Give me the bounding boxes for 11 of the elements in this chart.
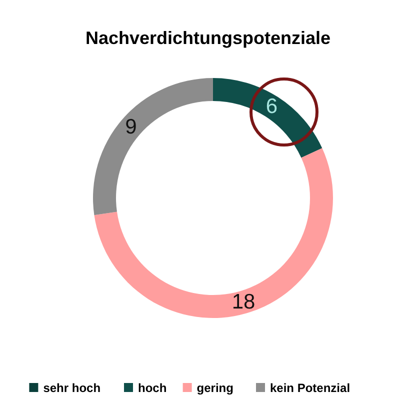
chart-title: Nachverdichtungspotenziale [85, 28, 331, 48]
legend-label: hoch [138, 381, 167, 395]
data-label: 9 [125, 115, 137, 138]
legend-label: sehr hoch [43, 381, 101, 395]
legend-label: gering [196, 381, 234, 395]
donut-slice [93, 78, 213, 216]
data-label: 18 [232, 290, 256, 314]
donut-slice [94, 148, 333, 318]
data-label: 6 [266, 95, 278, 118]
donut-slice [213, 78, 322, 158]
legend-label: kein Potenzial [270, 381, 350, 395]
